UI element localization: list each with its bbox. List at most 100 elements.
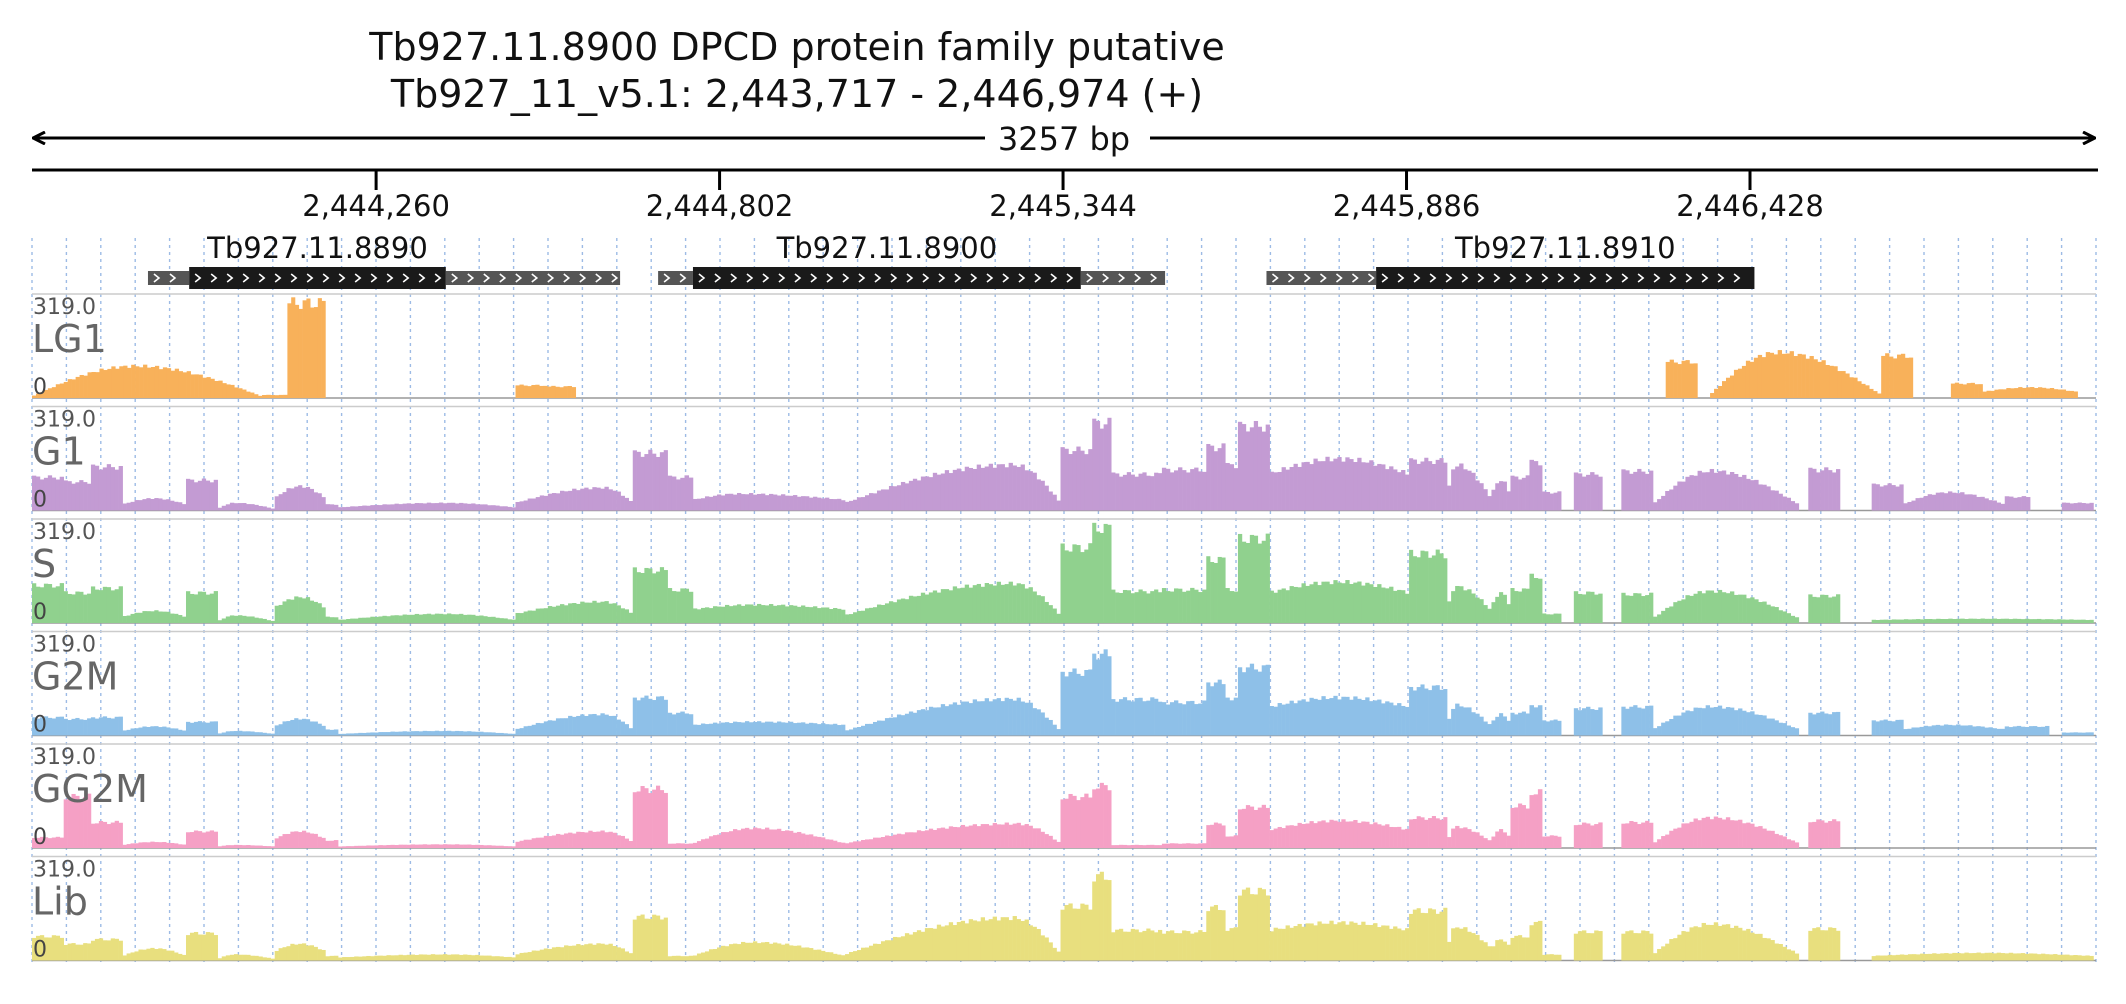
coverage-bar [1345,821,1350,848]
coverage-bar [547,836,553,848]
coverage-bar [1206,556,1211,623]
coverage-bar [680,843,685,848]
coverage-segment [1447,585,1492,623]
coverage-bar [94,718,100,736]
coverage-bar [1277,589,1282,623]
coverage-bar [1202,700,1207,736]
coverage-bar [278,394,284,398]
coverage-bar [1285,590,1290,623]
coverage-bar [1919,497,1924,511]
coverage-bar [1899,719,1904,736]
coverage-bar [217,620,223,623]
coverage-bar [1966,383,1971,398]
coverage-bar [1677,934,1682,961]
coverage-bar [680,956,685,961]
coverage-bar [837,608,842,623]
coverage-bar [414,503,420,511]
coverage-bar [813,836,818,848]
coverage-segment [845,462,1061,511]
coverage-bar [305,945,311,961]
coverage-bar [238,388,243,398]
coverage-bar [67,481,72,511]
coverage-bar [1253,894,1259,961]
coverage-bar [1424,551,1429,623]
coverage-bar [1241,889,1247,961]
coverage-bar [996,581,1001,623]
coverage-bar [310,307,315,398]
coverage-bar [398,731,403,736]
coverage-bar [67,720,72,736]
coverage-bar [150,367,156,398]
coverage-bar [79,374,84,398]
coverage-bar [1313,698,1318,736]
coverage-bar [809,834,814,848]
coverage-bar [471,614,476,623]
coverage-bar [2061,619,2066,623]
coverage-bar [1649,933,1654,961]
coverage-bar [728,606,734,623]
coverage-bar [1377,584,1382,623]
coverage-bar [1281,704,1286,736]
coverage-bar [1321,461,1326,511]
coverage-bar [178,615,183,623]
coverage-bar [1577,593,1583,623]
coverage-bar [1064,798,1069,848]
coverage-bar [1052,947,1057,961]
gene-utr [1266,271,1377,285]
coverage-bar [551,493,557,511]
coverage-bar [282,834,287,848]
coverage-bar [1202,471,1207,511]
coverage-bar [904,933,910,961]
coverage-bar [402,503,407,511]
coverage-bar [1510,475,1515,511]
coverage-bar [1717,705,1723,736]
coverage-bar [475,844,480,848]
coverage-bar [434,954,440,961]
coverage-bar [688,714,694,736]
coverage-bar [936,707,942,736]
coverage-bar [1891,485,1896,511]
coverage-bar [1976,496,1981,511]
coverage-bar [948,922,954,961]
coverage-bar [225,955,231,961]
coverage-bar [1940,953,1945,961]
coverage-bar [178,953,183,961]
coverage-bar [547,493,553,511]
coverage-bar [1142,472,1147,511]
coverage-bar [321,837,326,848]
coverage-bar [551,947,557,961]
gene-utr-strand [1086,273,1158,283]
coverage-bar [1725,377,1731,398]
coverage-bar [588,602,593,623]
coverage-bar [884,489,890,511]
coverage-bar [1052,839,1057,848]
coverage-bar [294,944,299,961]
coverage-bar [205,480,211,511]
coverage-bar [483,845,488,848]
coverage-bar [1451,928,1456,961]
coverage-bar [1122,589,1128,623]
coverage-bar [402,614,407,623]
coverage-bar [1681,823,1686,848]
coverage-bar [865,839,870,848]
coverage-bar [952,826,958,848]
coverage-bar [94,938,100,961]
coverage-bar [1165,468,1171,511]
coverage-bar [262,957,267,961]
coverage-bar [1036,828,1041,848]
coverage-bar [79,800,84,848]
coverage-bar [1265,424,1270,511]
coverage-bar [378,732,383,736]
coverage-bar [736,722,742,736]
coverage-bar [2041,726,2046,736]
coverage-bar [1529,795,1534,848]
coverage-bar [572,833,577,848]
coverage-bar [1150,844,1155,848]
coverage-bar [692,608,698,623]
coverage-segment [1529,573,1543,623]
coverage-segment [338,613,516,623]
coverage-bar [720,495,726,511]
coverage-bar [1645,595,1650,623]
coverage-bar [366,845,371,848]
coverage-bar [511,957,516,961]
